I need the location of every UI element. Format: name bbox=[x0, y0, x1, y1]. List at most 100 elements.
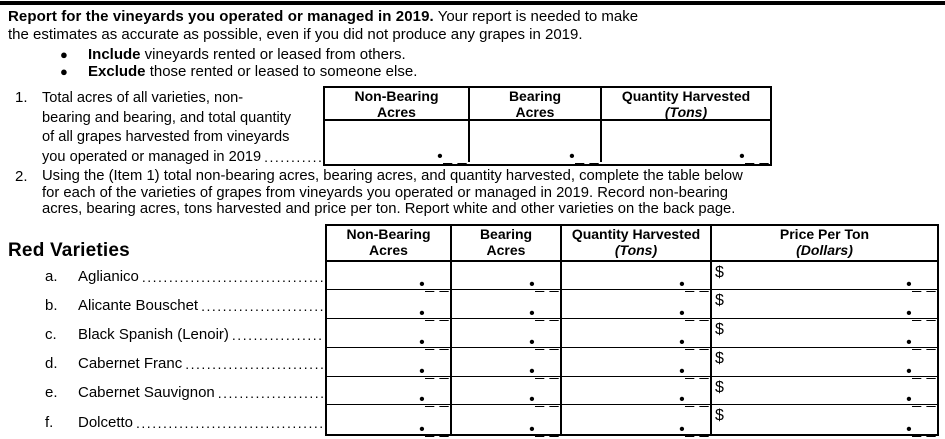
header-price-per-ton: Price Per Ton (Dollars) bbox=[712, 226, 937, 260]
intro-rest: Your report is needed to make bbox=[433, 8, 639, 25]
entry-mark: •_ _ bbox=[419, 276, 449, 294]
entry-mark: •_ _ bbox=[419, 420, 449, 438]
header-line: Non-Bearing bbox=[354, 88, 439, 104]
entry-mark: •_ _ bbox=[529, 420, 559, 438]
quantity-entry[interactable]: •_ _ bbox=[562, 261, 712, 293]
header-nonbearing-acres: Non-Bearing Acres bbox=[325, 88, 470, 119]
include-rest: vineyards rented or leased from others. bbox=[140, 46, 406, 63]
item1-line1: Total acres of all varieties, non- bbox=[42, 90, 244, 106]
include-bold: Include bbox=[88, 46, 141, 63]
entry-mark: •_ _ bbox=[906, 391, 936, 409]
header-line: Bearing bbox=[479, 226, 533, 242]
table-row: •_ _ •_ _ •_ _ $ •_ _ bbox=[327, 290, 937, 322]
nonbearing-entry[interactable]: •_ _ bbox=[327, 261, 452, 293]
entry-mark: •_ _ bbox=[679, 333, 709, 351]
item1-line4: you operated or managed in 2019 ........… bbox=[42, 148, 325, 168]
entry-mark: •_ _ bbox=[419, 362, 449, 380]
entry-mark: •_ _ bbox=[529, 362, 559, 380]
header-bearing-acres: Bearing Acres bbox=[470, 88, 602, 119]
quantity-entry[interactable]: •_ _ bbox=[562, 376, 712, 408]
nonbearing-entry[interactable]: •_ _ bbox=[327, 347, 452, 380]
entry-mark: •_ _ bbox=[419, 305, 449, 323]
item1-line2: bearing and bearing, and total quantity bbox=[42, 109, 292, 126]
table-row: •_ _ •_ _ •_ _ $ •_ _ bbox=[327, 347, 937, 380]
price-entry[interactable]: $ •_ _ bbox=[712, 290, 937, 322]
bearing-entry[interactable]: •_ _ bbox=[452, 319, 562, 351]
table-row: •_ _ •_ _ •_ _ $ •_ _ bbox=[327, 405, 937, 438]
table-row: •_ _ •_ _ •_ _ $ •_ _ bbox=[327, 319, 937, 351]
entry-mark: •_ _ bbox=[739, 148, 769, 165]
item1-quantity-entry[interactable]: •_ _ bbox=[602, 121, 770, 165]
nonbearing-entry[interactable]: •_ _ bbox=[327, 319, 452, 351]
entry-mark: •_ _ bbox=[529, 305, 559, 323]
item1-nonbearing-entry[interactable]: •_ _ bbox=[325, 121, 470, 165]
quantity-entry[interactable]: •_ _ bbox=[562, 319, 712, 351]
item2-line1: Using the (Item 1) total non-bearing acr… bbox=[42, 168, 743, 184]
variety-name: Cabernet Sauvignon bbox=[78, 384, 215, 401]
entry-mark: •_ _ bbox=[679, 362, 709, 380]
header-line: Price Per Ton bbox=[779, 226, 870, 242]
entry-mark: •_ _ bbox=[679, 391, 709, 409]
header-line: Non-Bearing bbox=[346, 226, 431, 242]
red-varieties-table: Non-Bearing Acres Bearing Acres Quantity… bbox=[325, 224, 939, 438]
header-quantity-harvested: Quantity Harvested (Tons) bbox=[562, 226, 712, 260]
header-line: (Tons) bbox=[664, 103, 708, 120]
header-line: Acres bbox=[377, 103, 416, 120]
dot-leader: ........................................… bbox=[201, 297, 323, 314]
item1-table-data-row: •_ _ •_ _ •_ _ bbox=[325, 121, 770, 165]
price-entry[interactable]: $ •_ _ bbox=[712, 377, 937, 409]
bearing-entry[interactable]: •_ _ bbox=[452, 347, 562, 380]
item2-line3: acres, bearing acres, tons harvested and… bbox=[42, 201, 736, 218]
exclude-bold: Exclude bbox=[88, 63, 146, 80]
row-letter: b. bbox=[45, 297, 58, 314]
price-entry[interactable]: $ •_ _ bbox=[712, 348, 937, 380]
header-line: (Dollars) bbox=[796, 241, 853, 258]
quantity-entry[interactable]: •_ _ bbox=[562, 290, 712, 322]
bearing-entry[interactable]: •_ _ bbox=[452, 261, 562, 293]
bearing-entry[interactable]: •_ _ bbox=[452, 405, 562, 438]
entry-mark: •_ _ bbox=[906, 305, 936, 323]
nonbearing-entry[interactable]: •_ _ bbox=[327, 376, 452, 408]
entry-mark: •_ _ bbox=[906, 333, 936, 351]
price-entry[interactable]: $ •_ _ bbox=[712, 319, 937, 351]
item1-line3: of all grapes harvested from vineyards bbox=[42, 129, 290, 145]
bullet-include-text: Include vineyards rented or leased from … bbox=[88, 46, 406, 63]
item1-line4-text: you operated or managed in 2019 bbox=[42, 148, 262, 165]
item1-bearing-entry[interactable]: •_ _ bbox=[470, 121, 602, 165]
dot-leader: ........................................… bbox=[136, 414, 323, 431]
price-entry[interactable]: $ •_ _ bbox=[712, 405, 937, 438]
entry-mark: •_ _ bbox=[529, 276, 559, 294]
entry-mark: •_ _ bbox=[419, 391, 449, 409]
row-letter: c. bbox=[45, 326, 57, 343]
dot-leader: ........................................… bbox=[185, 355, 323, 372]
row-letter: a. bbox=[45, 268, 58, 285]
dollar-sign: $ bbox=[715, 321, 724, 339]
entry-mark: •_ _ bbox=[437, 148, 467, 165]
header-line: Acres bbox=[369, 241, 408, 258]
variety-row-label: b. Alicante Bouschet ...................… bbox=[45, 291, 323, 320]
row-letter: d. bbox=[45, 355, 58, 372]
varieties-table-header-row: Non-Bearing Acres Bearing Acres Quantity… bbox=[327, 226, 937, 262]
dollar-sign: $ bbox=[715, 292, 724, 310]
intro-line1: Report for the vineyards you operated or… bbox=[8, 8, 940, 26]
quantity-entry[interactable]: •_ _ bbox=[562, 405, 712, 438]
dollar-sign: $ bbox=[715, 349, 724, 367]
header-line: Bearing bbox=[508, 88, 562, 104]
variety-name: Black Spanish (Lenoir) bbox=[78, 326, 229, 343]
quantity-entry[interactable]: •_ _ bbox=[562, 347, 712, 380]
nonbearing-entry[interactable]: •_ _ bbox=[327, 290, 452, 322]
bearing-entry[interactable]: •_ _ bbox=[452, 290, 562, 322]
intro-bold-sentence: Report for the vineyards you operated or… bbox=[8, 8, 434, 25]
entry-mark: •_ _ bbox=[529, 391, 559, 409]
variety-row-label: d. Cabernet Franc ......................… bbox=[45, 349, 323, 378]
entry-mark: •_ _ bbox=[679, 276, 709, 294]
price-entry[interactable]: $ •_ _ bbox=[712, 262, 937, 294]
nonbearing-entry[interactable]: •_ _ bbox=[327, 405, 452, 438]
variety-row-label: a. Aglianico ...........................… bbox=[45, 262, 323, 291]
bullet-exclude: ● Exclude those rented or leased to some… bbox=[60, 63, 417, 80]
row-letter: f. bbox=[45, 414, 54, 431]
item1-number: 1. bbox=[15, 89, 28, 106]
bearing-entry[interactable]: •_ _ bbox=[452, 376, 562, 408]
entry-mark: •_ _ bbox=[529, 333, 559, 351]
intro-paragraph: Report for the vineyards you operated or… bbox=[8, 8, 940, 44]
